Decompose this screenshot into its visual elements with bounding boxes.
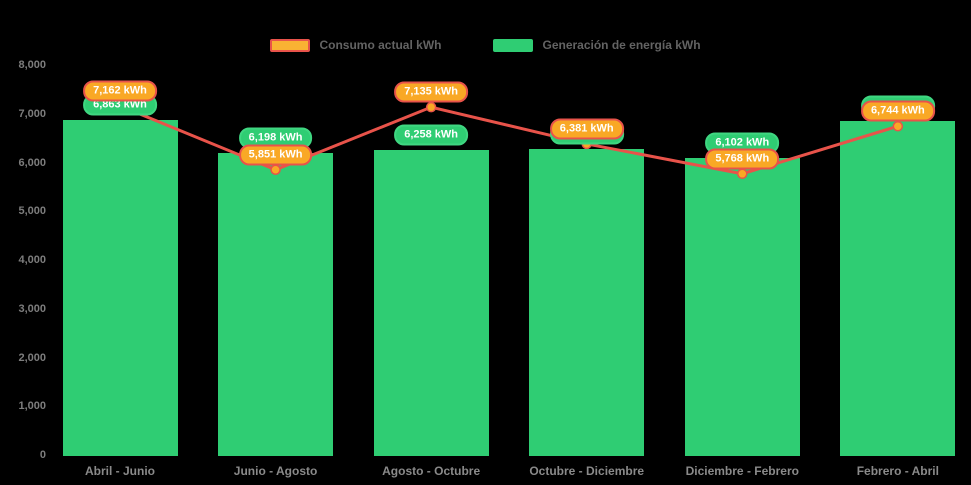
y-axis-tick: 5,000 [18,205,46,218]
y-axis-tick: 7,000 [18,107,46,120]
legend-item-line[interactable]: Consumo actual kWh [270,38,441,52]
x-axis-label: Diciembre - Febrero [685,464,799,478]
line-point-3[interactable] [425,101,437,113]
bar-value-label-3: 6,258 kWh [394,124,469,146]
bar-4[interactable] [529,148,645,456]
y-axis-tick: 1,000 [18,400,46,413]
bar-2[interactable] [218,152,334,456]
y-axis-tick: 4,000 [18,254,46,266]
line-value-label-4: 6,381 kWh [549,118,624,140]
bar-6[interactable] [840,121,956,456]
legend-item-bar[interactable]: Generación de energía kWh [493,38,701,52]
line-point-2[interactable] [270,164,281,176]
line-point-5[interactable] [737,168,748,180]
x-axis-label: Agosto - Octubre [382,464,481,478]
chart-legend: Consumo actual kWh Generación de energía … [0,38,971,52]
line-value-label-1: 7,162 kWh [83,80,157,102]
y-axis-tick: 2,000 [18,351,46,364]
x-axis-label: Abril - Junio [85,464,155,478]
x-axis-label: Octubre - Diciembre [529,464,645,478]
line-value-label-3: 7,135 kWh [394,81,469,103]
y-axis-tick: 6,000 [18,156,46,169]
legend-label: Generación de energía kWh [542,38,701,52]
x-axis-label: Febrero - Abril [856,464,939,478]
y-axis-tick: 0 [39,449,46,461]
bar-5[interactable] [684,157,800,456]
line-value-label-6: 6,744 kWh [860,100,935,122]
bar-value-label-2: 6,198 kWh [238,127,313,149]
bar-1[interactable] [62,120,178,456]
bar-3[interactable] [373,149,489,456]
line-point-6[interactable] [892,120,904,132]
legend-label: Consumo actual kWh [319,38,442,52]
y-axis-tick: 8,000 [18,59,46,71]
legend-swatch-line [270,38,311,52]
legend-swatch-bar [493,38,534,52]
line-value-label-2: 5,851 kWh [238,144,313,166]
x-axis-label: Junio - Agosto [233,464,318,478]
line-value-label-5: 5,768 kWh [705,148,780,170]
y-axis-tick: 3,000 [18,302,46,315]
